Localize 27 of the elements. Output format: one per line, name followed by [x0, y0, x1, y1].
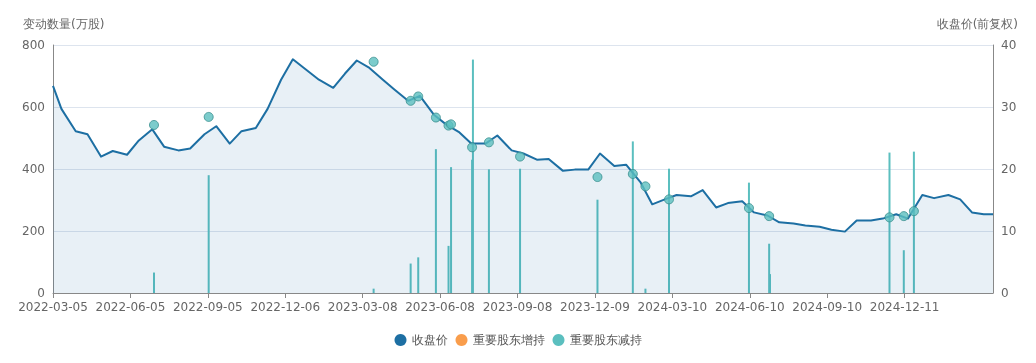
- y-axis-title: 变动数量(万股): [23, 17, 105, 31]
- y-tick-label: 400: [22, 162, 45, 176]
- x-tick-label: 2022-09-05: [172, 300, 243, 314]
- y2-axis-title: 收盘价(前复权): [936, 17, 1018, 31]
- x-tick-label: 2022-06-05: [95, 300, 166, 314]
- y2-tick-label: 30: [1001, 100, 1017, 114]
- x-tick-label: 2024-06-10: [714, 300, 785, 314]
- y2-tick-label: 40: [1001, 38, 1017, 52]
- y2-tick-label: 10: [1001, 224, 1017, 238]
- x-tick-label: 2023-09-08: [482, 300, 553, 314]
- y-tick-label: 0: [37, 286, 45, 300]
- y-tick-label: 800: [22, 38, 45, 52]
- x-tick-label: 2023-03-08: [327, 300, 398, 314]
- x-tick-label: 2024-12-11: [869, 300, 940, 314]
- x-tick-label: 2023-06-08: [405, 300, 475, 314]
- x-tick-label: 2022-03-05: [18, 300, 88, 314]
- y-tick-label: 200: [22, 224, 45, 238]
- y2-tick-label: 20: [1001, 162, 1017, 176]
- y2-tick-label: 0: [1001, 286, 1009, 300]
- x-tick-label: 2023-12-09: [560, 300, 630, 314]
- y-tick-label: 600: [22, 100, 45, 114]
- x-tick-label: 2024-03-10: [637, 300, 708, 314]
- legend-label: 重要股东增持: [472, 333, 545, 347]
- x-tick-label: 2022-12-06: [250, 300, 321, 314]
- x-tick-label: 2024-09-10: [792, 300, 863, 314]
- legend-label: 重要股东减持: [569, 333, 642, 347]
- legend-label: 收盘价: [411, 333, 448, 347]
